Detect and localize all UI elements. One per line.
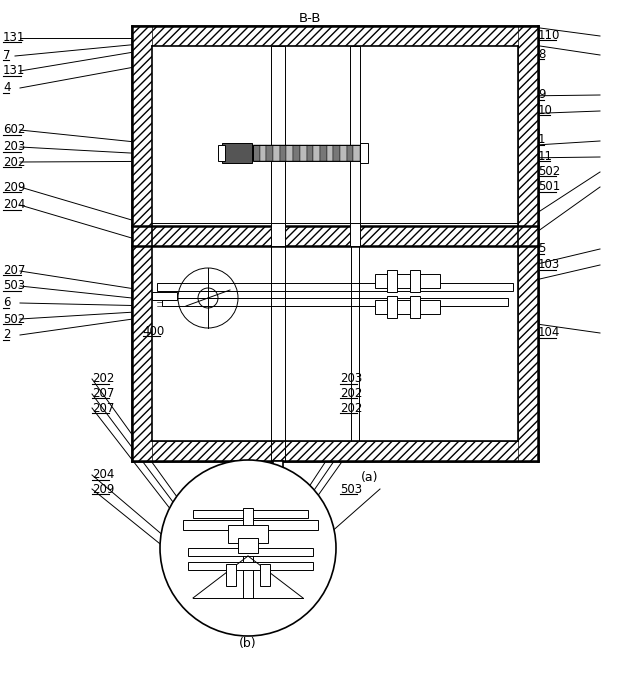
Text: 204: 204 — [92, 468, 114, 481]
Bar — [238, 538, 258, 553]
Circle shape — [160, 460, 336, 636]
Bar — [306, 145, 313, 161]
Text: 11: 11 — [538, 149, 553, 163]
Bar — [410, 296, 420, 318]
Text: 400: 400 — [143, 324, 165, 338]
Text: 204: 204 — [3, 198, 25, 212]
Text: 209: 209 — [92, 483, 114, 496]
Text: 5: 5 — [538, 242, 546, 256]
Text: 10: 10 — [538, 103, 553, 117]
Bar — [222, 143, 252, 163]
Bar — [253, 145, 360, 161]
Bar — [152, 292, 177, 300]
Text: 202: 202 — [340, 402, 362, 415]
Text: 501: 501 — [538, 180, 560, 193]
Text: 502: 502 — [3, 312, 25, 326]
Bar — [188, 548, 313, 556]
Bar — [152, 46, 518, 441]
Bar — [334, 145, 340, 161]
Bar — [313, 145, 320, 161]
Bar — [132, 441, 538, 461]
Bar — [228, 525, 268, 543]
Bar — [243, 508, 253, 598]
Text: 207: 207 — [3, 264, 25, 277]
Bar — [350, 46, 360, 226]
Bar — [267, 145, 273, 161]
Text: 207: 207 — [92, 402, 114, 415]
Text: 131: 131 — [3, 64, 25, 78]
Bar — [286, 145, 293, 161]
Text: 2: 2 — [3, 328, 11, 341]
Text: 131: 131 — [3, 30, 25, 44]
Bar — [157, 283, 513, 291]
Bar — [353, 145, 360, 161]
Text: 7: 7 — [3, 49, 11, 62]
Text: 503: 503 — [3, 279, 25, 293]
Bar — [347, 145, 353, 161]
Text: B-B: B-B — [299, 11, 321, 24]
Text: 8: 8 — [538, 47, 546, 61]
Bar — [375, 300, 440, 314]
Bar — [253, 145, 260, 161]
Text: 110: 110 — [538, 28, 560, 42]
Bar — [327, 145, 334, 161]
Text: 104: 104 — [538, 326, 560, 339]
Bar — [218, 145, 225, 161]
Bar — [360, 143, 368, 163]
Bar — [293, 145, 300, 161]
Text: 4: 4 — [3, 81, 11, 95]
Bar — [162, 298, 508, 306]
Text: 203: 203 — [340, 372, 362, 385]
Text: 202: 202 — [3, 155, 25, 169]
Bar — [387, 270, 397, 292]
Text: 103: 103 — [538, 258, 560, 272]
Bar — [132, 26, 538, 46]
Bar — [132, 26, 152, 461]
Bar — [340, 145, 347, 161]
Bar — [300, 145, 306, 161]
Bar — [132, 26, 538, 461]
Text: 203: 203 — [3, 140, 25, 153]
Bar — [375, 274, 440, 288]
Bar — [273, 145, 280, 161]
Bar — [226, 564, 236, 586]
Bar — [280, 145, 286, 161]
Bar — [183, 520, 318, 530]
Bar — [132, 226, 538, 246]
Text: 602: 602 — [3, 123, 25, 137]
Bar — [271, 223, 285, 246]
Bar — [320, 145, 327, 161]
Bar — [387, 296, 397, 318]
Text: 502: 502 — [538, 164, 560, 178]
Text: 1: 1 — [538, 133, 546, 147]
Bar — [271, 46, 285, 226]
Text: (b): (b) — [239, 637, 257, 650]
Bar — [273, 461, 283, 526]
Text: 209: 209 — [3, 180, 25, 194]
Text: 207: 207 — [92, 387, 114, 400]
Bar — [410, 270, 420, 292]
Bar — [518, 26, 538, 461]
Bar — [350, 223, 360, 246]
Text: 202: 202 — [92, 372, 114, 385]
Text: (a): (a) — [361, 471, 379, 485]
Bar — [260, 564, 270, 586]
Text: 9: 9 — [538, 88, 546, 101]
Text: 202: 202 — [340, 387, 362, 400]
Bar — [260, 145, 267, 161]
Bar — [188, 562, 313, 570]
Bar — [193, 510, 308, 518]
Text: 503: 503 — [340, 483, 362, 496]
Text: 6: 6 — [3, 296, 11, 310]
